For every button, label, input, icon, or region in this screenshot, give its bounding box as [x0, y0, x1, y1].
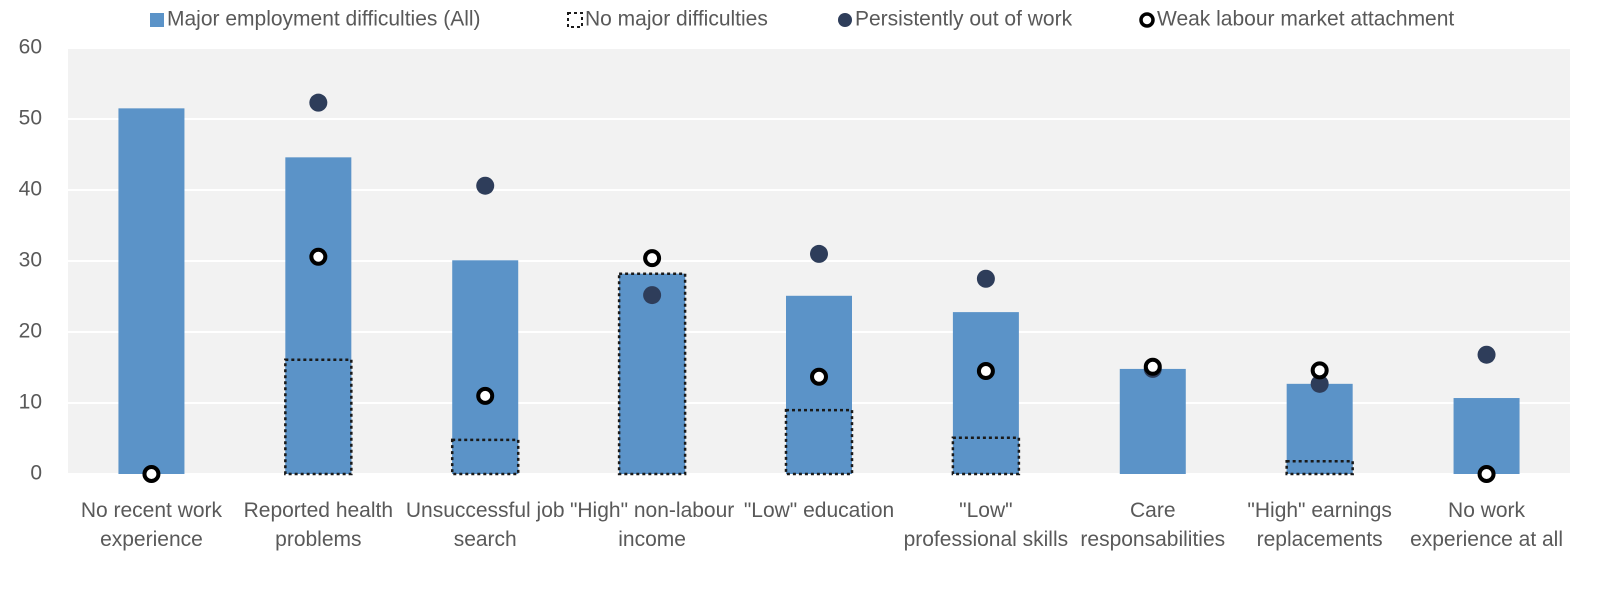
- ring: [810, 367, 828, 386]
- legend-label: Weak labour market attachment: [1157, 8, 1454, 31]
- dot: [1477, 345, 1496, 364]
- y-tick-label: 30: [19, 249, 42, 272]
- legend-label: Persistently out of work: [855, 8, 1073, 31]
- dotted-bar: [284, 358, 353, 476]
- dotted-bar: [784, 408, 854, 476]
- y-tick-label: 10: [19, 391, 42, 414]
- dot: [643, 286, 662, 305]
- bar: [118, 108, 185, 474]
- ring: [142, 465, 161, 483]
- y-tick-label: 50: [19, 107, 42, 130]
- ring: [1310, 361, 1329, 380]
- bar: [452, 260, 519, 474]
- x-tick-label: Care responsabilities: [1080, 499, 1226, 551]
- y-tick-label: 0: [30, 462, 42, 485]
- legend-swatch: [567, 12, 583, 28]
- legend-label: No major difficulties: [585, 8, 768, 31]
- bar: [1119, 368, 1186, 474]
- ring: [643, 249, 662, 268]
- x-tick-label: "High" earnings replacements: [1247, 499, 1392, 551]
- dotted-bar: [951, 436, 1021, 476]
- legend-swatch: [150, 13, 164, 27]
- dot: [1310, 374, 1329, 393]
- x-tick-label: Reported health problems: [243, 499, 394, 551]
- legend-label: Major employment difficulties (All): [167, 8, 481, 31]
- dot: [976, 269, 995, 288]
- x-tick-label: "Low" education: [743, 499, 895, 522]
- dotted-bar: [617, 272, 687, 476]
- ring: [309, 247, 328, 266]
- y-tick-label: 20: [19, 320, 42, 343]
- dotted-bar: [1285, 459, 1354, 476]
- y-tick-label: 60: [19, 36, 42, 59]
- x-tick-label: "High" non-labour income: [569, 499, 735, 551]
- bar: [1286, 383, 1353, 474]
- bar: [1453, 398, 1520, 474]
- legend-swatch: [838, 13, 852, 27]
- x-tick-label: "Low" professional skills: [903, 499, 1069, 551]
- dot: [309, 93, 328, 112]
- x-tick-label: Unsuccessful job search: [405, 499, 565, 551]
- dot: [476, 176, 495, 195]
- x-tick-label: No work experience at all: [1410, 499, 1564, 551]
- dotted-bar: [450, 438, 520, 476]
- ring: [476, 386, 495, 405]
- dot: [810, 244, 828, 263]
- y-tick-label: 40: [19, 178, 42, 201]
- ring: [1143, 357, 1162, 376]
- x-tick-label: No recent work experience: [80, 499, 223, 551]
- legend-swatch: [1139, 12, 1155, 28]
- ring: [976, 362, 995, 381]
- ring: [1477, 465, 1496, 483]
